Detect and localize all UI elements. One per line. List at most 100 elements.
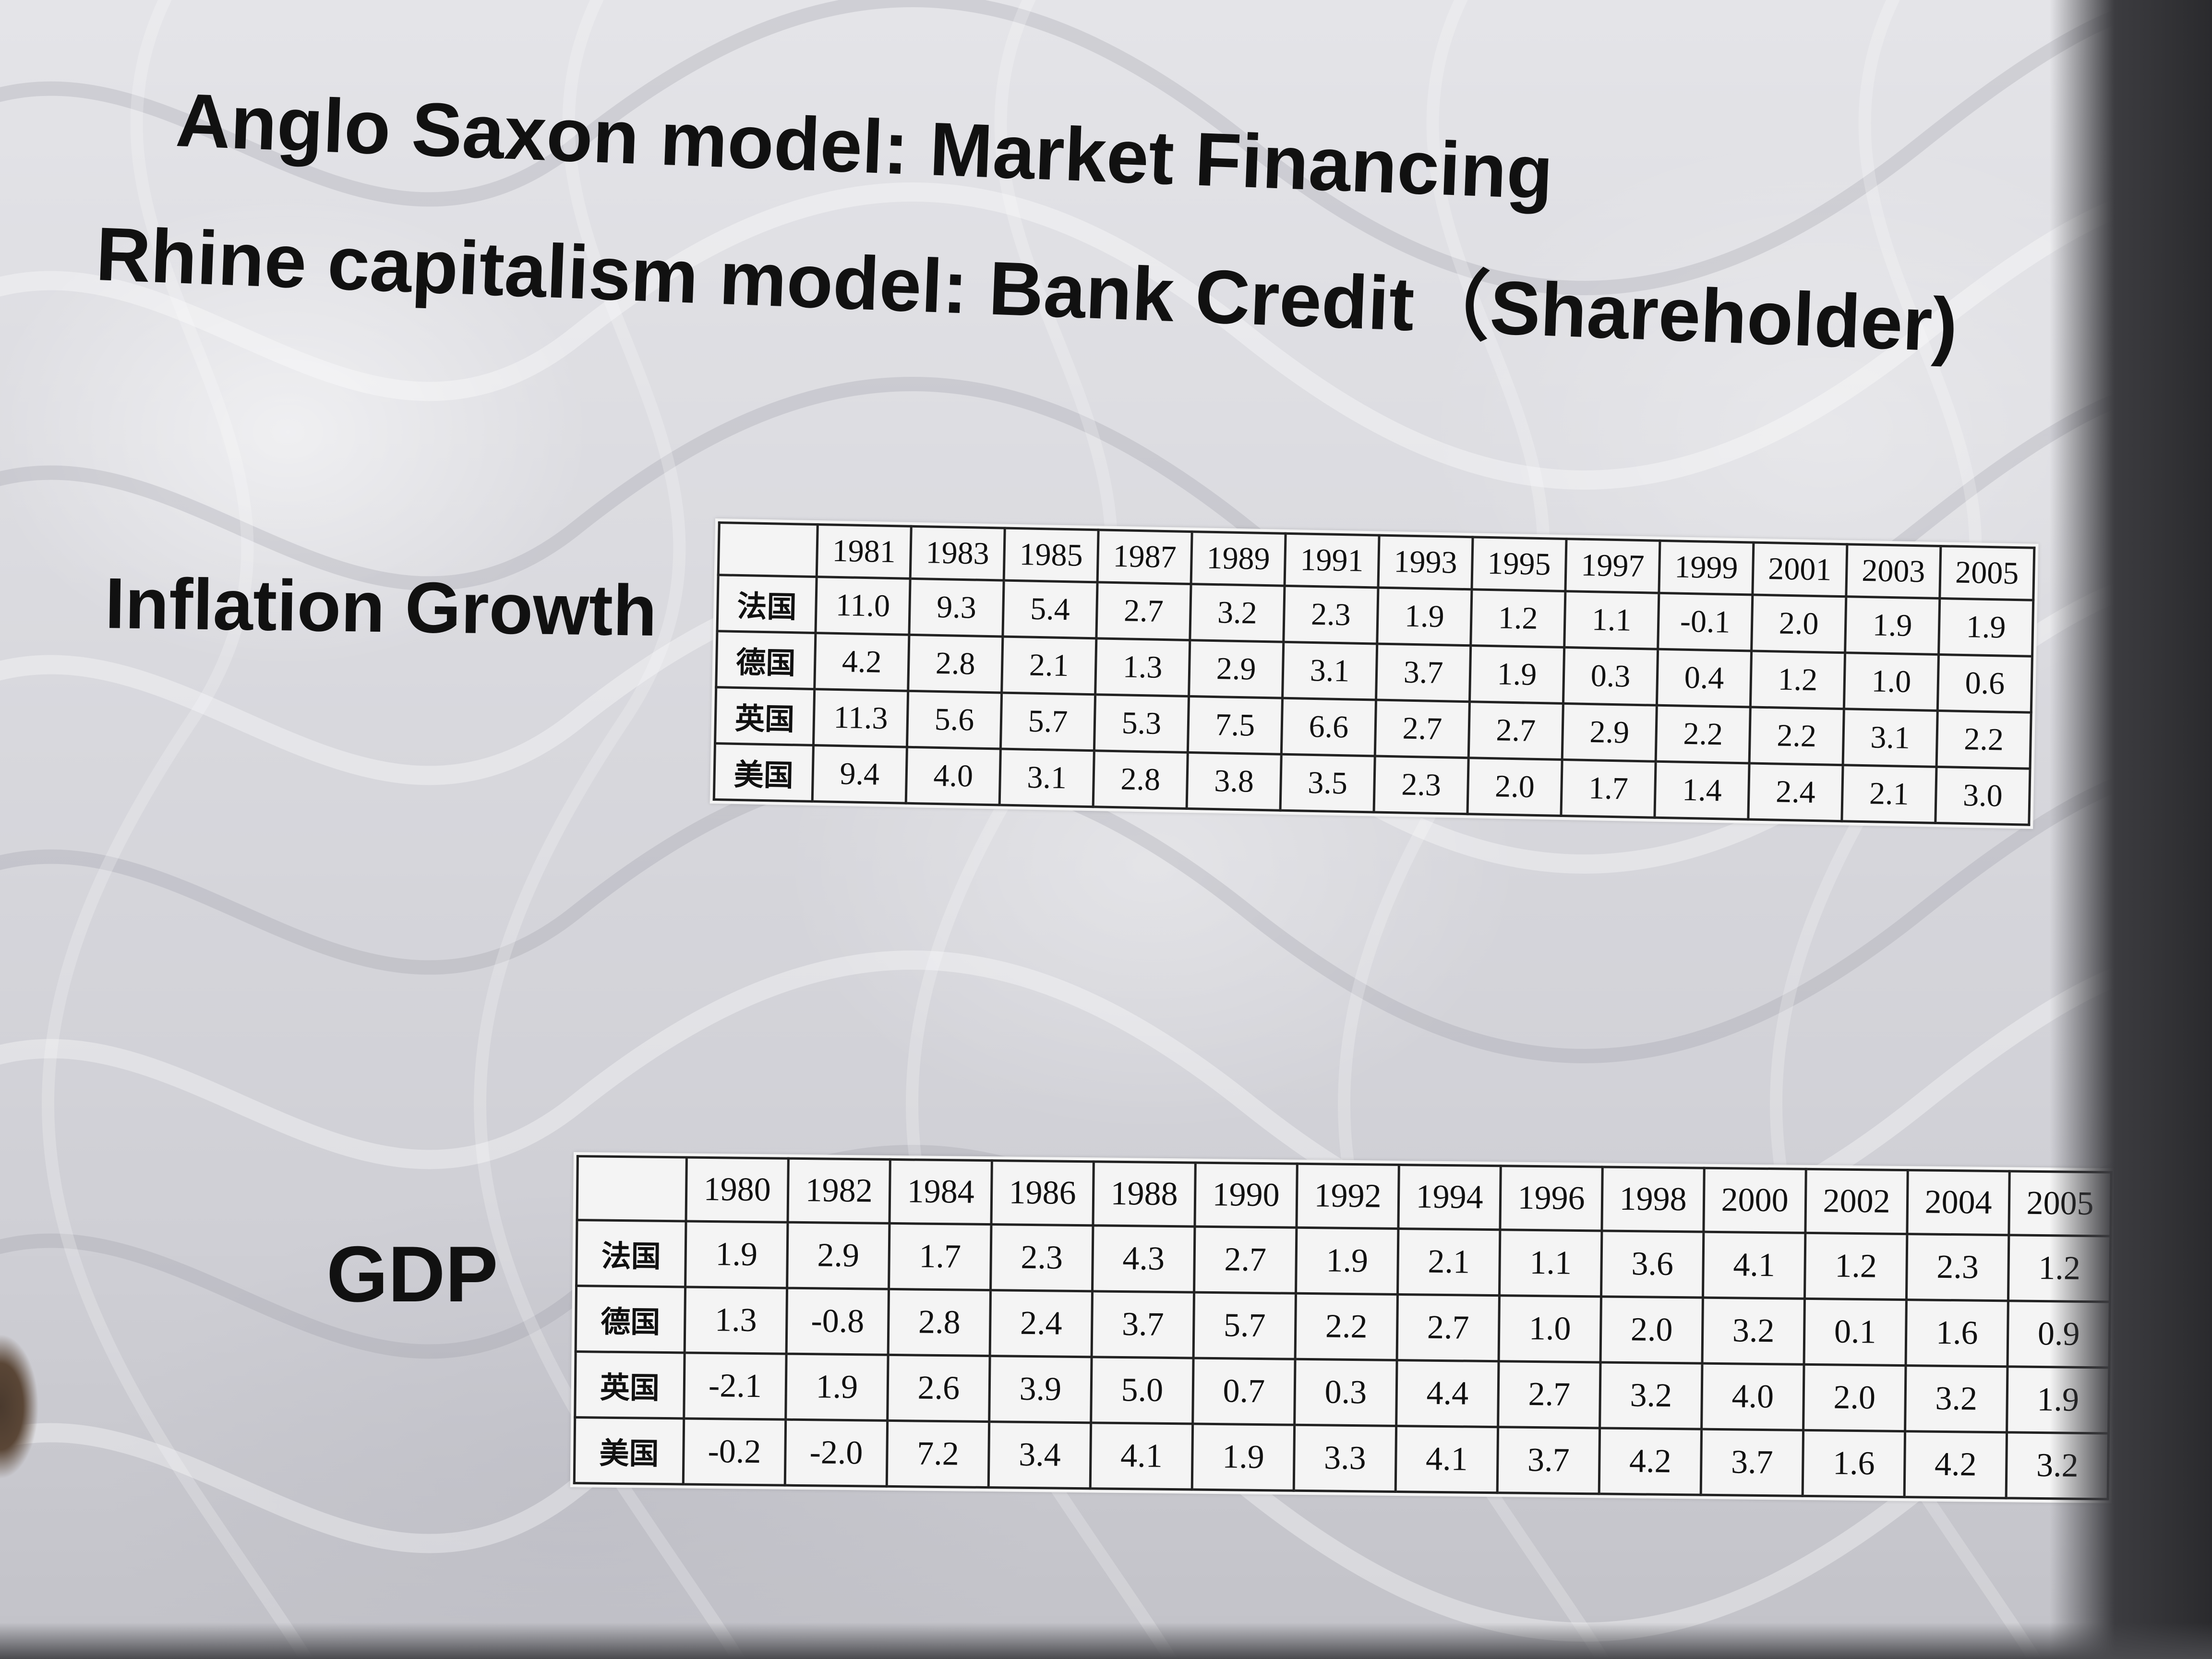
year-header: 2005 [1939, 546, 2034, 601]
value-cell: 11.0 [815, 577, 911, 635]
value-cell: 1.2 [1470, 589, 1565, 648]
value-cell: 2.1 [1841, 765, 1937, 823]
year-header: 1984 [889, 1159, 992, 1225]
value-cell: 3.3 [1294, 1425, 1396, 1492]
value-cell: 2.7 [1397, 1294, 1500, 1361]
value-cell: 2.0 [1751, 595, 1846, 653]
year-header: 2004 [1907, 1170, 2010, 1235]
country-cell: 英国 [715, 687, 815, 745]
value-cell: 1.3 [685, 1286, 787, 1354]
value-cell: 1.3 [1095, 638, 1190, 697]
value-cell: 2.0 [1803, 1364, 1906, 1431]
table-corner-cell [577, 1156, 687, 1221]
country-cell: 美国 [714, 743, 814, 802]
year-header: 2001 [1752, 542, 1847, 597]
country-cell: 英国 [575, 1351, 685, 1419]
value-cell: 5.7 [1193, 1292, 1296, 1359]
value-cell: 4.0 [906, 747, 1001, 805]
value-cell: 3.5 [1280, 754, 1375, 812]
value-cell: 2.3 [1906, 1234, 2009, 1301]
value-cell: 7.5 [1188, 696, 1283, 755]
value-cell: 3.2 [1599, 1362, 1703, 1430]
year-header: 1990 [1194, 1163, 1298, 1228]
value-cell: 0.7 [1192, 1358, 1296, 1425]
value-cell: 1.9 [685, 1221, 788, 1288]
country-cell: 美国 [574, 1417, 684, 1484]
value-cell: 1.9 [1938, 598, 2033, 657]
screen-bottom-edge-shadow [0, 1623, 2212, 1659]
value-cell: 2.2 [1936, 710, 2032, 769]
value-cell: 0.1 [1804, 1298, 1907, 1366]
projected-slide: Anglo Saxon model: Market Financing Rhin… [0, 0, 2146, 1659]
value-cell: 2.0 [1467, 757, 1563, 816]
value-cell: 2.9 [787, 1222, 890, 1289]
year-header: 1995 [1471, 537, 1567, 591]
year-header: 1986 [991, 1160, 1094, 1226]
year-header: 1999 [1659, 541, 1754, 595]
value-cell: 1.7 [1561, 759, 1656, 818]
audience-silhouette [0, 1334, 38, 1479]
value-cell: 2.2 [1656, 705, 1751, 763]
value-cell: 1.1 [1499, 1229, 1602, 1297]
screen-right-edge-shadow [2050, 0, 2212, 1659]
value-cell: 2.7 [1096, 582, 1191, 640]
value-cell: 3.7 [1092, 1291, 1194, 1358]
value-cell: 7.2 [887, 1420, 989, 1488]
value-cell: 3.1 [1843, 709, 1938, 767]
value-cell: 2.8 [908, 635, 1003, 693]
country-cell: 法国 [717, 575, 817, 633]
value-cell: 9.4 [812, 745, 907, 804]
value-cell: 2.7 [1498, 1361, 1601, 1428]
value-cell: 3.7 [1497, 1427, 1600, 1494]
value-cell: 1.9 [785, 1354, 889, 1421]
value-cell: 2.3 [1374, 756, 1469, 814]
value-cell: 3.8 [1187, 752, 1282, 811]
value-cell: 2.4 [990, 1290, 1093, 1357]
value-cell: 1.2 [1750, 650, 1845, 709]
value-cell: 5.6 [907, 691, 1002, 749]
value-cell: 4.0 [1701, 1363, 1804, 1431]
year-header: 1992 [1296, 1164, 1399, 1229]
value-cell: 3.2 [1905, 1365, 2008, 1432]
gdp-table: 1980 1982 1984 1986 1988 1990 1992 1994 … [573, 1155, 2113, 1500]
value-cell: 2.4 [1748, 763, 1843, 821]
value-cell: 0.3 [1294, 1359, 1397, 1426]
value-cell: 5.4 [1002, 580, 1098, 638]
value-cell: 1.6 [1905, 1299, 2008, 1367]
value-cell: 3.1 [999, 748, 1094, 807]
value-cell: 3.1 [1282, 642, 1377, 700]
year-header: 1991 [1285, 533, 1380, 588]
value-cell: 4.1 [1703, 1232, 1805, 1299]
value-cell: 1.9 [1469, 645, 1564, 704]
value-cell: 1.9 [1377, 588, 1472, 646]
value-cell: 1.9 [1845, 596, 1940, 655]
value-cell: 2.9 [1189, 640, 1284, 698]
value-cell: 6.6 [1281, 698, 1376, 756]
year-header: 1985 [1004, 528, 1099, 582]
value-cell: 1.6 [1803, 1430, 1905, 1497]
value-cell: -0.1 [1658, 593, 1753, 651]
value-cell: 0.3 [1563, 647, 1658, 706]
gdp-table-panel: 1980 1982 1984 1986 1988 1990 1992 1994 … [570, 1152, 2116, 1503]
value-cell: -2.0 [785, 1419, 888, 1487]
value-cell: 3.4 [988, 1421, 1091, 1489]
country-cell: 法国 [576, 1220, 686, 1287]
inflation-table: 1981 1983 1985 1987 1989 1991 1993 1995 … [713, 521, 2036, 826]
value-cell: 1.9 [1192, 1424, 1295, 1491]
value-cell: 2.8 [888, 1289, 991, 1356]
value-cell: 3.9 [989, 1356, 1092, 1423]
value-cell: 1.1 [1564, 591, 1659, 649]
year-header: 1993 [1378, 535, 1473, 589]
inflation-table-panel: 1981 1983 1985 1987 1989 1991 1993 1995 … [709, 518, 2039, 829]
value-cell: 1.4 [1654, 761, 1750, 819]
year-header: 2002 [1805, 1169, 1908, 1234]
value-cell: 3.2 [1702, 1298, 1805, 1365]
value-cell: 5.0 [1091, 1357, 1194, 1424]
value-cell: 2.1 [1397, 1228, 1500, 1296]
value-cell: 3.7 [1376, 644, 1471, 702]
value-cell: -2.1 [684, 1352, 787, 1420]
value-cell: 5.7 [1000, 693, 1095, 751]
value-cell: 4.2 [1904, 1431, 2007, 1498]
value-cell: 1.0 [1499, 1295, 1601, 1362]
